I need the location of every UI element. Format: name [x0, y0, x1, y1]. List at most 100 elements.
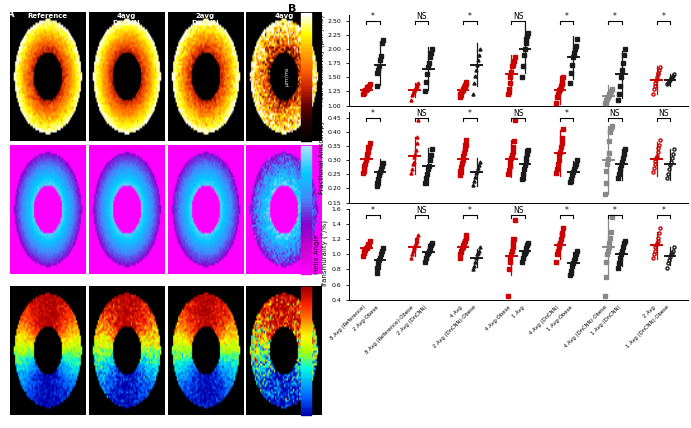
Bar — [301, 115, 311, 118]
Bar — [301, 21, 311, 23]
Bar — [301, 402, 311, 405]
Bar — [301, 321, 311, 324]
Bar — [301, 148, 311, 151]
Text: HA: HA — [3, 344, 12, 358]
Bar — [301, 227, 311, 229]
Bar — [301, 120, 311, 123]
Bar — [301, 347, 311, 350]
Bar — [301, 52, 311, 55]
Bar — [301, 187, 311, 190]
Bar — [301, 118, 311, 120]
Bar — [301, 352, 311, 355]
Bar — [301, 15, 311, 18]
Bar — [301, 405, 311, 407]
Bar — [301, 89, 311, 92]
Bar — [301, 308, 311, 310]
Bar — [301, 235, 311, 237]
Bar — [301, 151, 311, 153]
Bar — [301, 368, 311, 371]
Bar — [301, 378, 311, 381]
Bar — [301, 180, 311, 182]
Bar — [301, 287, 311, 289]
Bar — [301, 264, 311, 266]
Bar — [301, 92, 311, 94]
Text: 4avg: 4avg — [274, 13, 294, 19]
Bar — [301, 334, 311, 336]
Bar — [301, 222, 311, 224]
Bar — [301, 271, 311, 274]
Text: 0: 0 — [304, 146, 308, 151]
Text: MD: MD — [3, 69, 12, 85]
Bar — [301, 410, 311, 413]
Bar — [301, 198, 311, 201]
Bar — [301, 310, 311, 313]
Bar — [301, 342, 311, 345]
Bar — [301, 243, 311, 245]
Bar — [301, 203, 311, 206]
Bar — [301, 44, 311, 47]
Bar — [301, 336, 311, 339]
Text: NS: NS — [416, 206, 427, 215]
Text: -60°: -60° — [301, 419, 312, 425]
Bar — [301, 34, 311, 36]
Bar — [301, 104, 311, 107]
Bar — [301, 256, 311, 258]
Bar — [301, 413, 311, 415]
Bar — [301, 292, 311, 294]
Bar — [301, 36, 311, 39]
Bar — [301, 399, 311, 402]
Text: NS: NS — [416, 109, 427, 118]
Bar — [301, 159, 311, 161]
Bar — [301, 297, 311, 300]
Bar — [301, 294, 311, 297]
Bar — [301, 134, 311, 136]
Bar — [301, 232, 311, 235]
Bar — [301, 47, 311, 50]
Bar — [301, 211, 311, 214]
Bar — [301, 153, 311, 156]
Bar — [301, 331, 311, 334]
Bar — [301, 172, 311, 174]
Bar — [301, 300, 311, 303]
Bar — [301, 345, 311, 347]
Bar — [301, 23, 311, 26]
Bar — [301, 26, 311, 29]
Bar — [301, 216, 311, 219]
Text: NS: NS — [513, 109, 524, 118]
Text: *: * — [468, 109, 472, 118]
Bar — [301, 156, 311, 159]
Bar — [301, 99, 311, 102]
Bar — [301, 123, 311, 125]
Text: 60°: 60° — [301, 277, 311, 282]
Bar — [301, 31, 311, 34]
Text: *: * — [565, 206, 569, 215]
Text: *: * — [613, 12, 617, 21]
Bar — [301, 83, 311, 86]
Bar — [301, 381, 311, 384]
Bar — [301, 355, 311, 357]
Y-axis label: Fractional Anisotropy: Fractional Anisotropy — [319, 120, 325, 194]
Text: 2avg
DnCNN: 2avg DnCNN — [191, 13, 219, 26]
Bar — [301, 136, 311, 139]
Bar — [301, 185, 311, 187]
Bar — [301, 131, 311, 134]
Bar — [301, 305, 311, 308]
Bar — [301, 371, 311, 373]
Bar — [301, 146, 311, 148]
Text: FA: FA — [3, 204, 12, 215]
Bar — [301, 357, 311, 360]
Text: A: A — [7, 9, 15, 18]
Bar — [301, 113, 311, 115]
Bar — [301, 389, 311, 392]
Bar — [301, 329, 311, 331]
Text: *: * — [613, 206, 617, 215]
Bar — [301, 182, 311, 185]
Bar — [301, 386, 311, 389]
Text: *: * — [371, 206, 375, 215]
Text: NS: NS — [416, 12, 427, 21]
Bar — [301, 190, 311, 193]
Bar — [301, 110, 311, 113]
Bar — [301, 76, 311, 78]
Bar — [301, 303, 311, 305]
Bar — [301, 350, 311, 352]
